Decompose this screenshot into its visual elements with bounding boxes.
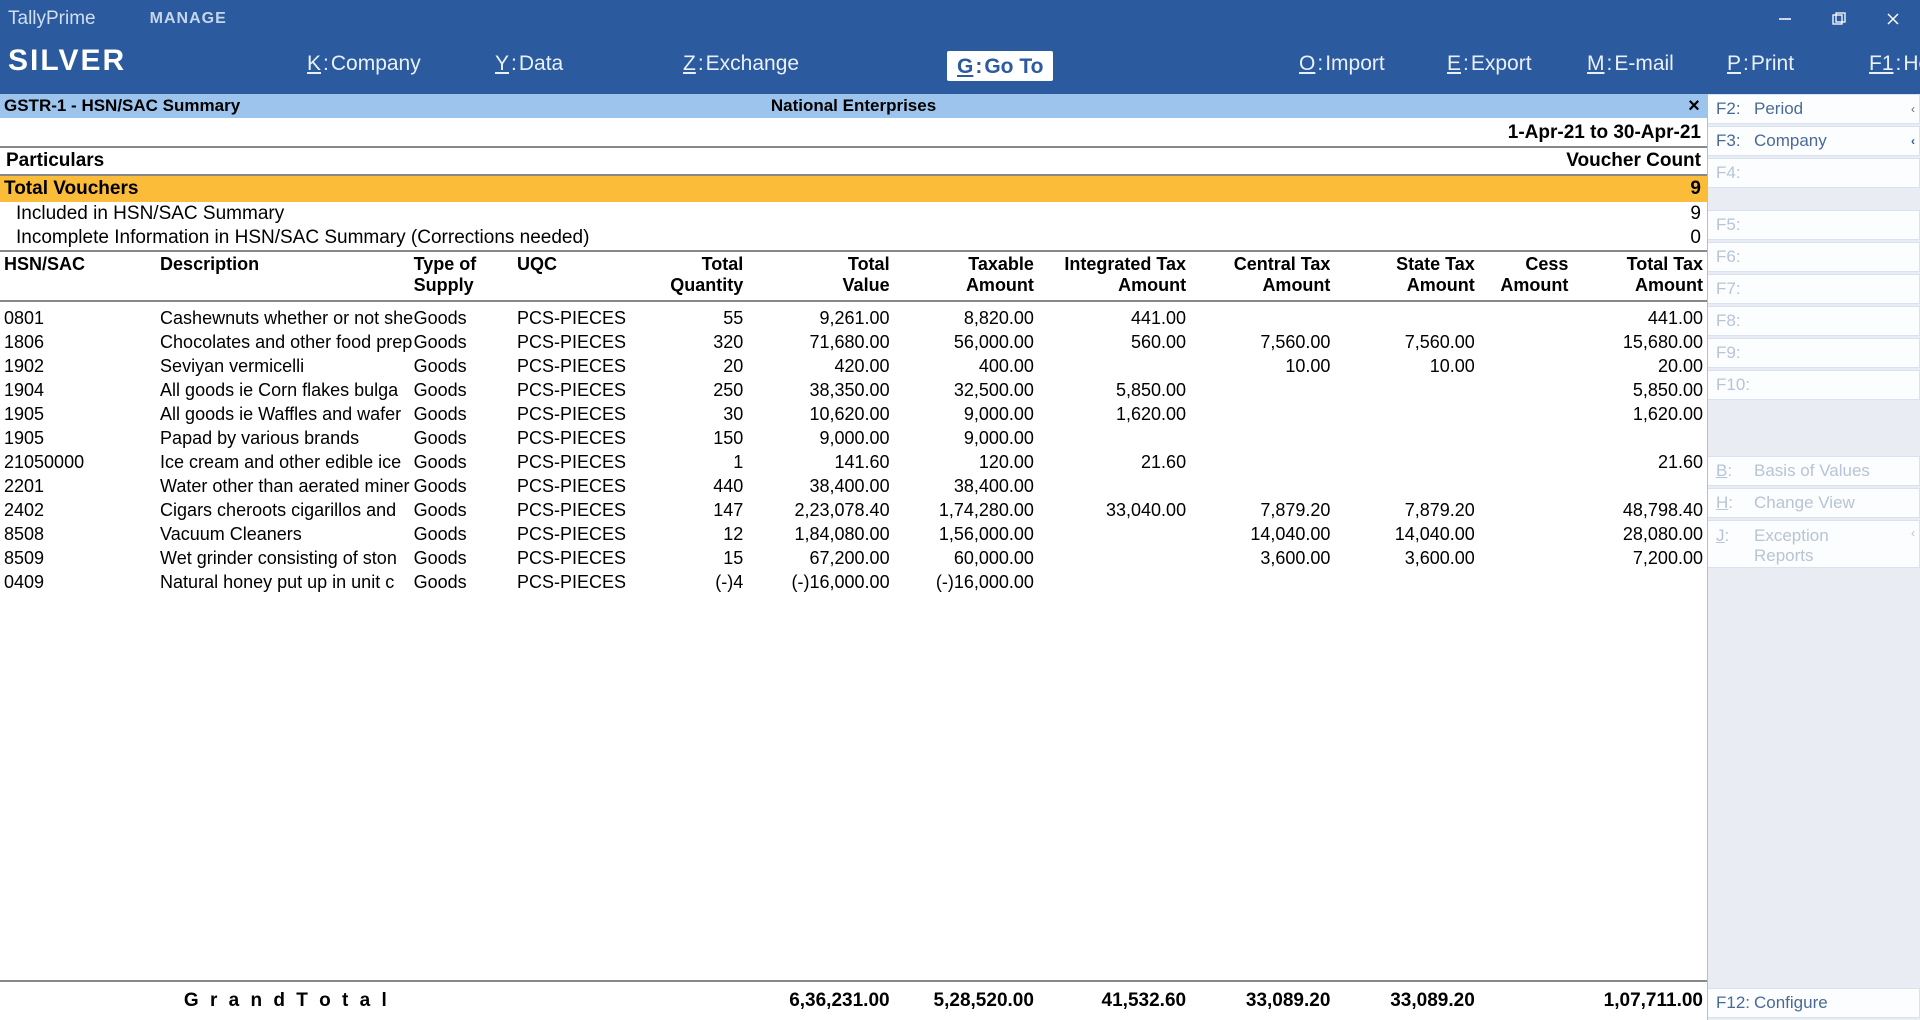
table-row[interactable]: 8508Vacuum CleanersGoodsPCS-PIECES121,84… — [4, 522, 1703, 546]
particulars-header: Particulars — [6, 150, 104, 172]
incomplete-count: 0 — [1690, 227, 1701, 249]
table-row[interactable]: 2402Cigars cheroots cigarillos andGoodsP… — [4, 498, 1703, 522]
incomplete-row[interactable]: Incomplete Information in HSN/SAC Summar… — [0, 226, 1707, 252]
side-h: H:Change View — [1708, 488, 1920, 518]
side-j: J:ExceptionReports‹ — [1708, 520, 1920, 568]
breadcrumb: GSTR-1 - HSN/SAC Summary National Enterp… — [0, 94, 1707, 118]
menu-e-mail[interactable]: M:E-mail — [1575, 46, 1686, 86]
close-button[interactable] — [1866, 4, 1920, 34]
table-row[interactable]: 1905Papad by various brandsGoodsPCS-PIEC… — [4, 426, 1703, 450]
total-vouchers-label: Total Vouchers — [4, 178, 138, 200]
side-f7: F7: — [1708, 274, 1920, 304]
close-icon[interactable]: × — [1685, 96, 1703, 116]
side-f4: F4: — [1708, 158, 1920, 188]
table-row[interactable]: 2201Water other than aerated minerGoodsP… — [4, 474, 1703, 498]
table-row[interactable]: 1905All goods ie Waffles and waferGoodsP… — [4, 402, 1703, 426]
menu-exchange[interactable]: Z:Exchange — [671, 46, 811, 86]
menu-company[interactable]: K:Company — [295, 46, 433, 86]
side-f5: F5: — [1708, 210, 1920, 240]
breadcrumb-center: National Enterprises — [771, 96, 936, 116]
table-header-row2: Supply Quantity Value Amount Amount Amou… — [0, 275, 1707, 302]
manage-label[interactable]: MANAGE — [112, 10, 227, 28]
side-f8: F8: — [1708, 306, 1920, 336]
edition-label: SILVER — [0, 44, 147, 88]
menu-export[interactable]: E:Export — [1435, 46, 1544, 86]
grand-total-row: G r a n d T o t a l 6,36,231.00 5,28,520… — [0, 980, 1707, 1020]
table-body: 0801Cashewnuts whether or not shelGoodsP… — [0, 302, 1707, 594]
total-vouchers-row[interactable]: Total Vouchers 9 — [0, 176, 1707, 202]
menu-goto[interactable]: G:Go To — [947, 51, 1053, 81]
breadcrumb-left: GSTR-1 - HSN/SAC Summary — [0, 96, 240, 116]
menu-help[interactable]: F1:Help — [1857, 46, 1920, 86]
top-menu: K:Company Y:Data Z:Exchange G:Go To O:Import… — [147, 38, 1920, 94]
side-f2[interactable]: F2:Period‹ — [1708, 94, 1920, 124]
titlebar: TallyPrime MANAGE SILVER K:Company Y:Data… — [0, 0, 1920, 94]
included-row[interactable]: Included in HSN/SAC Summary 9 — [0, 202, 1707, 226]
side-panel: F2:Period‹F3:Company‹F4:F5:F6:F7:F8:F9:F… — [1708, 94, 1920, 1020]
menu-print[interactable]: P:Print — [1715, 46, 1806, 86]
included-count: 9 — [1690, 203, 1701, 225]
table-row[interactable]: 0409Natural honey put up in unit cGoodsP… — [4, 570, 1703, 594]
maximize-button[interactable] — [1812, 4, 1866, 34]
main-area: GSTR-1 - HSN/SAC Summary National Enterp… — [0, 94, 1708, 1020]
table-row[interactable]: 1902Seviyan vermicelliGoodsPCS-PIECES204… — [4, 354, 1703, 378]
app-name: TallyPrime — [0, 8, 112, 30]
menu-data[interactable]: Y:Data — [483, 46, 575, 86]
table-row[interactable]: 0801Cashewnuts whether or not shelGoodsP… — [4, 306, 1703, 330]
voucher-count-header: Voucher Count — [1566, 150, 1701, 172]
window-controls — [1758, 4, 1920, 34]
table-row[interactable]: 1806Chocolates and other food prepGoodsP… — [4, 330, 1703, 354]
total-vouchers-count: 9 — [1690, 178, 1701, 200]
table-header-row1: HSN/SAC Description Type of UQC Total To… — [0, 252, 1707, 275]
side-f6: F6: — [1708, 242, 1920, 272]
period-label: 1-Apr-21 to 30-Apr-21 — [0, 118, 1707, 148]
table-row[interactable]: 8509Wet grinder consisting of stonGoodsP… — [4, 546, 1703, 570]
side-b: B:Basis of Values — [1708, 456, 1920, 486]
side-f3[interactable]: F3:Company‹ — [1708, 126, 1920, 156]
incomplete-label: Incomplete Information in HSN/SAC Summar… — [16, 227, 589, 249]
table-row[interactable]: 21050000Ice cream and other edible iceGo… — [4, 450, 1703, 474]
table-row[interactable]: 1904All goods ie Corn flakes bulgaGoodsP… — [4, 378, 1703, 402]
side-f10: F10: — [1708, 370, 1920, 400]
side-f12[interactable]: F12:Configure — [1708, 988, 1920, 1018]
minimize-button[interactable] — [1758, 4, 1812, 34]
included-label: Included in HSN/SAC Summary — [16, 203, 284, 225]
menu-import[interactable]: O:Import — [1287, 46, 1397, 86]
side-f9: F9: — [1708, 338, 1920, 368]
